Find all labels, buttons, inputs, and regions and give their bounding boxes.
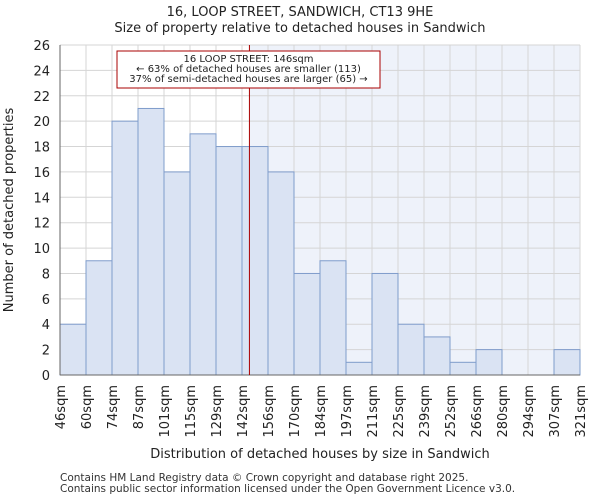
x-tick-label: 87sqm xyxy=(132,385,147,429)
y-tick-label: 24 xyxy=(33,64,50,79)
chart-subtitle: Size of property relative to detached ho… xyxy=(114,21,485,36)
bar xyxy=(449,361,477,376)
bar xyxy=(553,349,581,376)
y-tick-label: 10 xyxy=(33,242,50,257)
axes xyxy=(59,45,580,376)
annotation-line-1: 16 LOOP STREET: 146sqm xyxy=(183,54,313,65)
x-tick-label: 280sqm xyxy=(496,385,511,438)
bar xyxy=(241,146,269,376)
x-tick-label: 46sqm xyxy=(54,385,69,429)
x-tick-label: 184sqm xyxy=(314,385,329,438)
bar xyxy=(163,171,191,376)
x-tick-label: 225sqm xyxy=(392,385,407,438)
y-tick-label: 14 xyxy=(33,191,50,206)
x-tick-label: 239sqm xyxy=(418,385,433,438)
y-tick-label: 8 xyxy=(42,267,50,282)
annotation-frame xyxy=(116,50,381,89)
x-axis-label: Distribution of detached houses by size … xyxy=(150,447,490,462)
x-tick-label: 211sqm xyxy=(366,385,381,438)
x-tick-label: 307sqm xyxy=(548,385,563,438)
bar xyxy=(111,120,139,376)
x-tick-label: 74sqm xyxy=(106,385,121,429)
y-tick-label: 12 xyxy=(33,217,50,232)
y-tick-label: 16 xyxy=(33,166,50,181)
bar xyxy=(137,107,165,376)
bars xyxy=(59,107,581,376)
bar xyxy=(267,171,295,376)
y-tick-label: 22 xyxy=(33,90,50,105)
x-tick-label: 321sqm xyxy=(574,385,589,438)
annotation-line-3: 37% of semi-detached houses are larger (… xyxy=(129,74,367,85)
bar xyxy=(319,260,347,376)
footer-line-1: Contains HM Land Registry data © Crown c… xyxy=(60,472,469,484)
y-tick-label: 6 xyxy=(42,293,50,308)
x-tick-label: 252sqm xyxy=(444,385,459,438)
footer-line-2: Contains public sector information licen… xyxy=(60,483,516,495)
y-tick-label: 4 xyxy=(42,318,50,333)
x-tick-label: 294sqm xyxy=(522,385,537,438)
x-tick-label: 266sqm xyxy=(470,385,485,438)
x-tick-label: 129sqm xyxy=(210,385,225,438)
y-tick-label: 26 xyxy=(33,39,50,54)
bar xyxy=(475,349,503,376)
x-tick-labels: 46sqm 60sqm 74sqm 87sqm 101sqm 115sqm 129sqm 14… xyxy=(54,385,589,438)
y-tick-label: 18 xyxy=(33,141,50,156)
x-tick-label: 60sqm xyxy=(80,385,95,429)
y-tick-label: 20 xyxy=(33,115,50,130)
x-tick-label: 170sqm xyxy=(288,385,303,438)
bar xyxy=(293,272,321,376)
y-tick-label: 0 xyxy=(42,369,50,384)
x-tick-label: 101sqm xyxy=(158,385,173,438)
bar xyxy=(85,260,113,376)
y-axis-label: Number of detached properties xyxy=(2,108,17,313)
bar xyxy=(371,272,399,376)
bar xyxy=(423,336,451,376)
bar xyxy=(345,361,373,376)
x-tick-label: 142sqm xyxy=(236,385,251,438)
bar xyxy=(59,323,87,376)
annotation-line-2: ← 63% of detached houses are smaller (11… xyxy=(136,64,361,75)
chart-title: 16, LOOP STREET, SANDWICH, CT13 9HE xyxy=(167,5,434,20)
bar xyxy=(397,323,425,376)
annotation-box: 16 LOOP STREET: 146sqm ← 63% of detached… xyxy=(116,50,381,89)
bar xyxy=(215,146,243,376)
bar xyxy=(189,133,217,376)
y-tick-label: 2 xyxy=(42,344,50,359)
x-tick-label: 197sqm xyxy=(340,385,355,438)
x-tick-label: 156sqm xyxy=(262,385,277,438)
x-tick-label: 115sqm xyxy=(184,385,199,438)
